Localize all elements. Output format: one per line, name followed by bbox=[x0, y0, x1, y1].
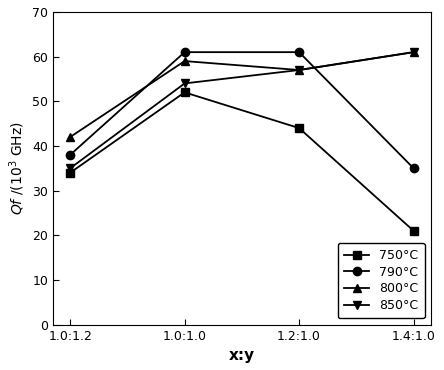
Line: 800°C: 800°C bbox=[66, 48, 418, 141]
850°C bbox=[297, 68, 302, 72]
Line: 750°C: 750°C bbox=[66, 88, 418, 235]
800°C bbox=[297, 68, 302, 72]
750°C bbox=[297, 126, 302, 130]
800°C bbox=[67, 135, 73, 139]
790°C bbox=[182, 50, 187, 54]
Legend: 750°C, 790°C, 800°C, 850°C: 750°C, 790°C, 800°C, 850°C bbox=[338, 243, 424, 319]
750°C bbox=[67, 171, 73, 175]
790°C bbox=[411, 166, 416, 171]
850°C bbox=[182, 81, 187, 85]
Y-axis label: $Qf$ /(10$^3$ GHz): $Qf$ /(10$^3$ GHz) bbox=[7, 121, 27, 215]
790°C bbox=[67, 153, 73, 157]
800°C bbox=[411, 50, 416, 54]
790°C bbox=[297, 50, 302, 54]
X-axis label: x:y: x:y bbox=[229, 348, 255, 363]
800°C bbox=[182, 59, 187, 63]
750°C bbox=[182, 90, 187, 95]
850°C bbox=[67, 166, 73, 171]
750°C bbox=[411, 229, 416, 233]
Line: 850°C: 850°C bbox=[66, 48, 418, 172]
Line: 790°C: 790°C bbox=[66, 48, 418, 172]
850°C bbox=[411, 50, 416, 54]
